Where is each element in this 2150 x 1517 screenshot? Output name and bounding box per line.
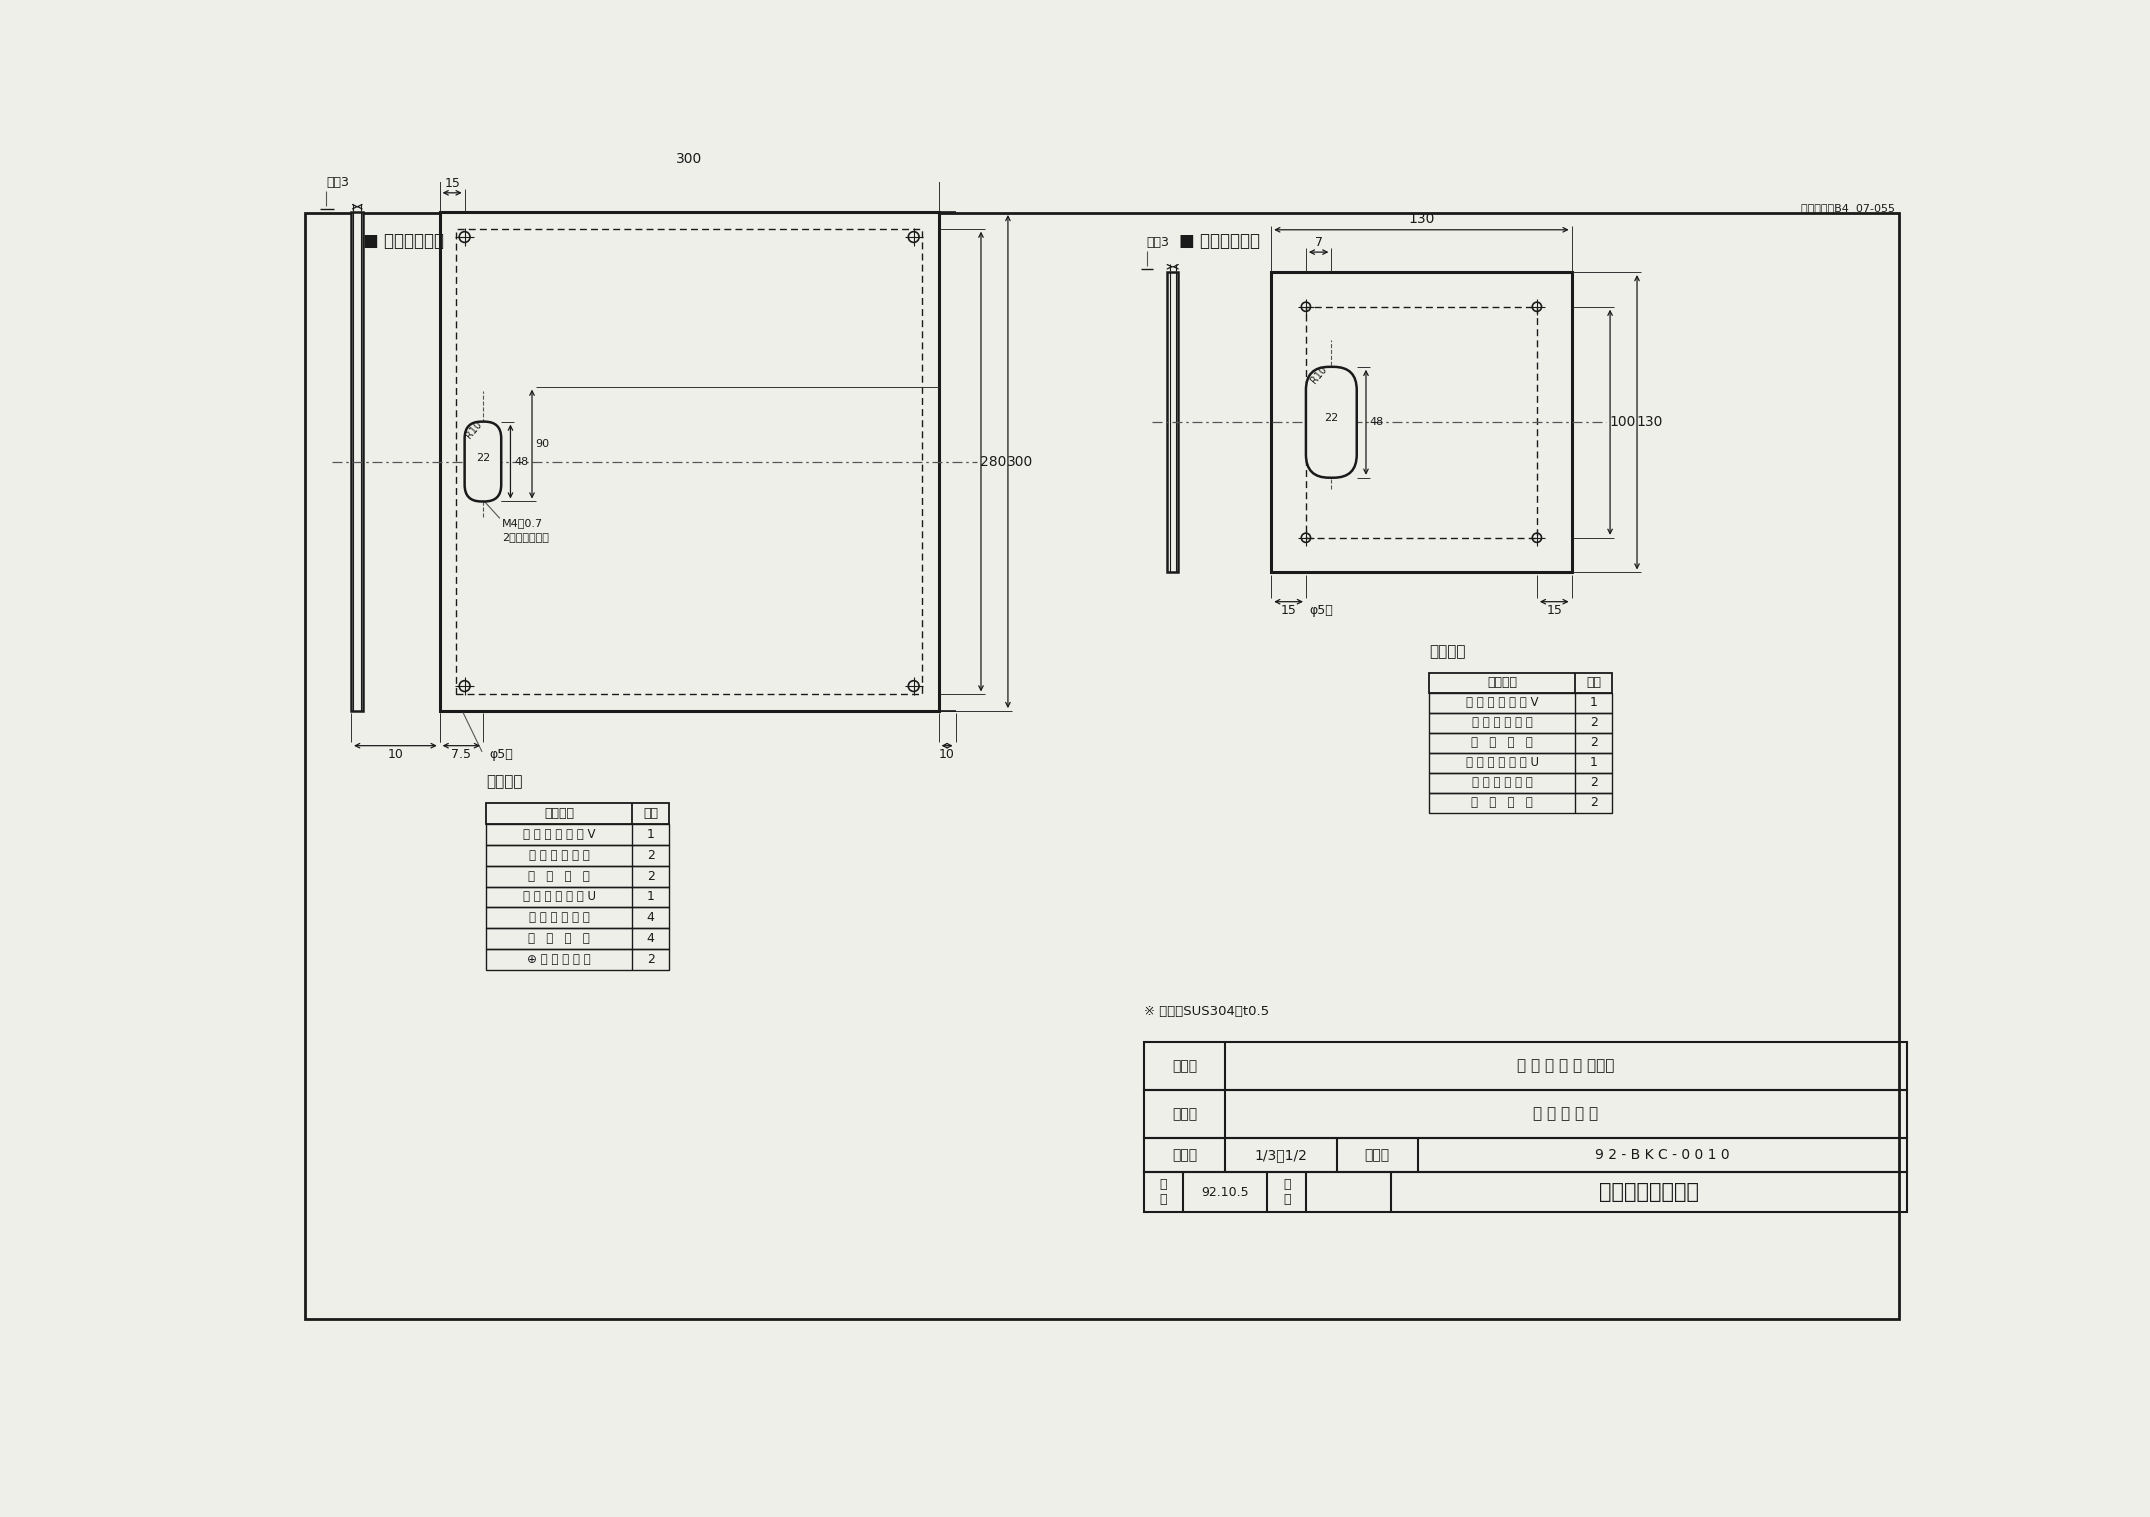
Text: ■ 化粧カバー小: ■ 化粧カバー小 (1178, 232, 1260, 250)
Text: 7: 7 (1314, 237, 1322, 249)
Text: 化 粧 カ バ ー 大 U: 化 粧 カ バ ー 大 U (522, 890, 596, 904)
Text: 図　名: 図 名 (1172, 1107, 1198, 1121)
Bar (486, 866, 669, 886)
Bar (1430, 713, 1612, 733)
Bar (350, 212, 363, 711)
Text: 4: 4 (647, 931, 654, 945)
Text: 7.5: 7.5 (452, 748, 471, 762)
Bar (1430, 733, 1612, 752)
Bar (486, 886, 669, 907)
Text: 2: 2 (647, 869, 654, 883)
Bar (1144, 1089, 1907, 1138)
Text: 調
整: 調 整 (1284, 1179, 1290, 1206)
Text: 10: 10 (387, 748, 404, 762)
Bar (486, 845, 669, 866)
FancyBboxPatch shape (464, 422, 501, 502)
Text: 300: 300 (675, 152, 703, 165)
Text: 尺　度: 尺 度 (1172, 1148, 1198, 1162)
Text: 2: 2 (1591, 796, 1597, 809)
Text: 300: 300 (1006, 455, 1034, 469)
Bar (486, 907, 669, 928)
Text: 化 粧 カ バ ー 小 U: 化 粧 カ バ ー 小 U (1466, 755, 1539, 769)
Text: 株式会社ノーリツ: 株式会社ノーリツ (1600, 1182, 1698, 1203)
Text: 数量: 数量 (1587, 677, 1602, 689)
Bar (441, 212, 940, 711)
Text: 1: 1 (1591, 755, 1597, 769)
Text: 名 称 寸 法 図: 名 称 寸 法 図 (1533, 1106, 1597, 1121)
Bar (486, 928, 669, 950)
FancyBboxPatch shape (1305, 367, 1357, 478)
Text: 22: 22 (1324, 414, 1339, 423)
Text: 48: 48 (514, 457, 529, 467)
Text: オ ー ル プ ラ グ: オ ー ル プ ラ グ (1473, 777, 1533, 789)
Text: 化 粧 カ バ ー 大 V: 化 粧 カ バ ー 大 V (522, 828, 596, 840)
Text: 図　番: 図 番 (1365, 1148, 1389, 1162)
Text: 2: 2 (647, 850, 654, 862)
Text: ※ 材質：SUS304，t0.5: ※ 材質：SUS304，t0.5 (1144, 1004, 1268, 1018)
Text: 130: 130 (1408, 212, 1434, 226)
Text: 48: 48 (1370, 417, 1385, 428)
Text: 数量: 数量 (643, 807, 658, 821)
Text: φ5穴: φ5穴 (1309, 604, 1333, 617)
Text: M4，0.7: M4，0.7 (503, 517, 544, 528)
Text: 丸   木   ネ   ジ: 丸 木 ネ ジ (529, 931, 589, 945)
Text: φ5穴: φ5穴 (490, 748, 514, 762)
Text: 構成部品: 構成部品 (1430, 643, 1466, 658)
Text: 130: 130 (1636, 416, 1662, 429)
Text: R10: R10 (1309, 364, 1329, 385)
Text: ■ 化粧カバー大: ■ 化粧カバー大 (363, 232, 443, 250)
Text: 化 粧 カ バ ー 小 V: 化 粧 カ バ ー 小 V (1466, 696, 1539, 708)
Text: 90: 90 (535, 438, 550, 449)
Text: 9 2 - B K C - 0 0 1 0: 9 2 - B K C - 0 0 1 0 (1595, 1148, 1729, 1162)
Text: 型　式: 型 式 (1172, 1059, 1198, 1073)
Text: 1: 1 (1591, 696, 1597, 708)
Text: オ ー ル プ ラ グ: オ ー ル プ ラ グ (529, 912, 589, 924)
Text: 2: 2 (647, 953, 654, 966)
Bar (1144, 1138, 1907, 1173)
Text: 1: 1 (647, 890, 654, 904)
Bar (1430, 693, 1612, 713)
Bar (1271, 272, 1572, 572)
Bar (1144, 1173, 1907, 1212)
Text: 丸   木   ネ   ジ: 丸 木 ネ ジ (1471, 736, 1533, 749)
Text: 2: 2 (1591, 716, 1597, 730)
Bar (1430, 772, 1612, 793)
Text: 15: 15 (1546, 604, 1563, 617)
Bar (486, 950, 669, 969)
Bar (1167, 272, 1178, 572)
Bar (486, 824, 669, 845)
Text: 280: 280 (980, 455, 1006, 469)
Text: 品　　名: 品 名 (1488, 677, 1518, 689)
Text: 作
成: 作 成 (1159, 1179, 1167, 1206)
Text: 化 粧 カ バ ー 大・小: 化 粧 カ バ ー 大・小 (1518, 1059, 1615, 1074)
Text: 丸   木   ネ   ジ: 丸 木 ネ ジ (1471, 796, 1533, 809)
Text: オ ー ル プ ラ グ: オ ー ル プ ラ グ (1473, 716, 1533, 730)
Text: 4: 4 (647, 912, 654, 924)
Text: 15: 15 (445, 177, 460, 190)
Text: R10: R10 (464, 419, 484, 440)
Text: 2: 2 (1591, 736, 1597, 749)
Text: 100: 100 (1608, 416, 1636, 429)
Text: オ ー ル プ ラ グ: オ ー ル プ ラ グ (529, 850, 589, 862)
Text: 構成部品: 構成部品 (486, 775, 522, 789)
Text: 10: 10 (940, 748, 955, 762)
Text: 22: 22 (475, 452, 490, 463)
Text: 内寸3: 内寸3 (1146, 237, 1170, 249)
Text: ⊕ ト ラ ス ネ ジ: ⊕ ト ラ ス ネ ジ (527, 953, 591, 966)
Text: 2級バーリング: 2級バーリング (503, 532, 548, 542)
Text: 92.10.5: 92.10.5 (1202, 1186, 1249, 1198)
Bar (1430, 793, 1612, 813)
Bar (1430, 752, 1612, 772)
Text: 2: 2 (1591, 777, 1597, 789)
Text: 1: 1 (647, 828, 654, 840)
Text: 内寸3: 内寸3 (327, 176, 348, 190)
Bar (1144, 1042, 1907, 1089)
Bar (486, 804, 669, 824)
Text: 図面サイズB4  07-055: 図面サイズB4 07-055 (1802, 203, 1894, 212)
Text: 1/3・1/2: 1/3・1/2 (1253, 1148, 1307, 1162)
Text: 丸   木   ネ   ジ: 丸 木 ネ ジ (529, 869, 589, 883)
Text: 品　　名: 品 名 (544, 807, 574, 821)
Bar (1430, 672, 1612, 693)
Text: 15: 15 (1281, 604, 1296, 617)
